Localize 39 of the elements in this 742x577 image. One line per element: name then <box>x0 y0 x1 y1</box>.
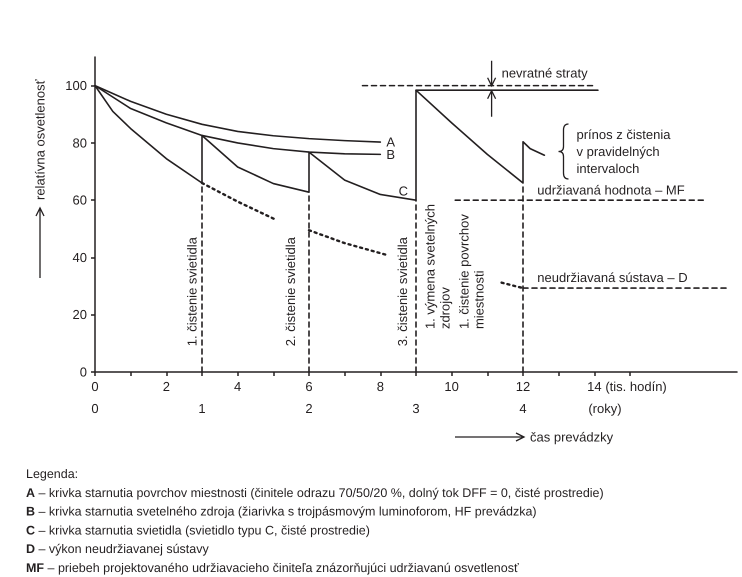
text: B – krivka starnutia svetelného zdroja (žiarivka s trojpásmovým luminoforom, HF prevádzka) <box>26 504 537 519</box>
x-axis-title: (tis. hodín) <box>605 379 667 394</box>
x2-axis-title: (roky) <box>588 401 622 416</box>
y-axis-title: relatívna osvetlenosť <box>32 79 48 200</box>
series-label: C <box>398 184 408 199</box>
text: C – krivka starnutia svietidla (svietidlo typu C, čisté prostredie) <box>26 523 370 538</box>
y-tick-label: 80 <box>72 135 87 150</box>
x-tick-label: 6 <box>305 379 313 394</box>
annotation: 1. čistenie povrchov miestnosti <box>456 214 486 330</box>
text: MF – priebeh projektovaného udržiavacieho činiteľa znázorňujúci udržiavanú osvetlenosť <box>26 561 519 575</box>
x-tick-label: 4 <box>234 379 242 394</box>
x2-tick-label: 3 <box>412 401 420 416</box>
x-tick-label: 0 <box>91 379 99 394</box>
annotation: 1. výmena svetelných zdrojov <box>422 204 452 330</box>
x-tick-label: 2 <box>162 379 170 394</box>
text: čas prevádzky <box>530 430 614 444</box>
text: Legenda: <box>26 467 78 481</box>
y-tick-label: 60 <box>72 192 87 208</box>
annotation: nevratné straty <box>502 65 588 80</box>
annotation: neudržiavaná sústava – D <box>537 270 688 285</box>
x2-tick-label: 2 <box>305 401 313 416</box>
x-tick-label: 14 <box>587 379 602 394</box>
annotation: udržiavaná hodnota – MF <box>537 182 685 198</box>
x-tick-label: 10 <box>444 379 459 394</box>
x-tick-label: 12 <box>516 379 530 394</box>
y-tick-label: 100 <box>65 78 87 94</box>
y-tick-label: 0 <box>80 364 87 380</box>
text: D – výkon neudržiavanej sústavy <box>26 542 210 556</box>
x2-tick-label: 0 <box>91 401 99 416</box>
x-tick-label: 8 <box>376 379 384 394</box>
annotation: prínos z čistenia v pravidelných intervaloch <box>576 127 672 176</box>
x2-tick-label: 4 <box>519 401 527 416</box>
annotation: 1. čistenie svietidla <box>184 236 200 346</box>
annotation: 2. čistenie svietidla <box>282 236 298 346</box>
annotation: 3. čistenie svietidla <box>394 236 410 346</box>
x2-tick-label: 1 <box>198 401 206 416</box>
y-tick-label: 20 <box>72 307 87 322</box>
y-tick-label: 40 <box>72 250 87 265</box>
text: A – krivka starnutia povrchov miestnosti (činitele odrazu 70/50/20 %, dolný tok DFF = 0, čisté prostredie) <box>26 486 604 500</box>
